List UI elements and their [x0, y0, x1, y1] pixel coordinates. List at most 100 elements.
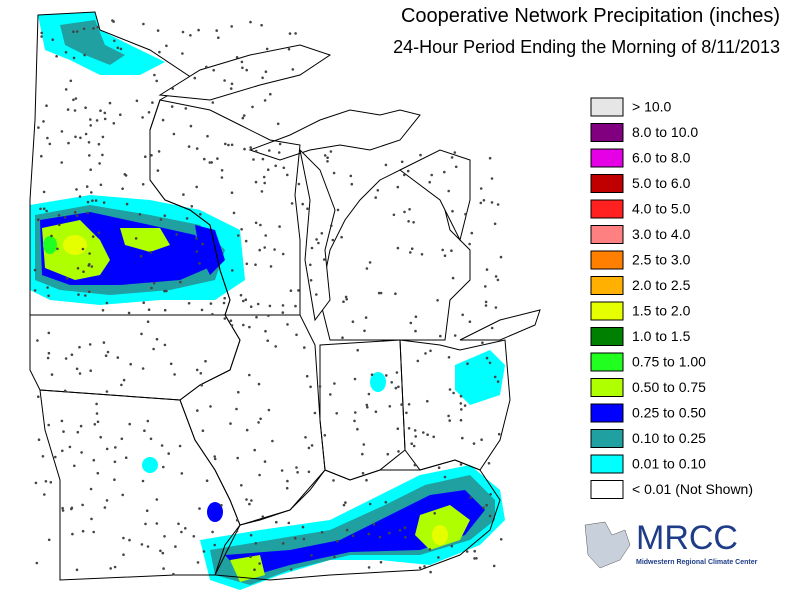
station — [80, 451, 83, 454]
station — [454, 165, 458, 169]
station — [99, 435, 102, 439]
station — [252, 158, 255, 161]
station — [208, 161, 212, 164]
station — [488, 514, 492, 518]
station — [159, 218, 163, 221]
station — [81, 503, 84, 507]
station — [230, 324, 234, 327]
station — [201, 429, 205, 433]
station — [200, 384, 203, 387]
station — [443, 475, 447, 479]
station — [407, 427, 411, 430]
station — [264, 70, 268, 73]
station — [261, 76, 264, 80]
legend: > 10.0 8.0 to 10.0 6.0 to 8.0 5.0 to 6.0 4.0… — [590, 97, 753, 499]
station — [267, 408, 271, 412]
station — [409, 321, 413, 325]
station — [33, 289, 37, 292]
station — [41, 455, 45, 458]
station — [165, 289, 168, 293]
logo-title: MRCC — [636, 519, 738, 557]
station — [286, 323, 289, 326]
station — [254, 149, 258, 153]
station — [482, 506, 485, 510]
station — [475, 557, 478, 560]
station — [220, 176, 224, 179]
station — [394, 292, 397, 296]
station — [96, 420, 100, 424]
station — [414, 435, 418, 438]
station — [155, 498, 159, 501]
station — [482, 199, 486, 202]
station — [450, 249, 453, 252]
station — [268, 149, 271, 152]
station — [163, 343, 167, 347]
station — [87, 141, 91, 144]
station — [269, 265, 273, 268]
station — [320, 531, 324, 534]
station — [145, 509, 149, 512]
station — [297, 289, 300, 292]
station — [264, 234, 268, 237]
station — [481, 341, 484, 345]
legend-label: 0.75 to 1.00 — [632, 354, 706, 370]
station — [203, 157, 206, 161]
station — [55, 55, 58, 58]
station — [370, 373, 374, 377]
station — [367, 532, 371, 536]
station — [396, 185, 400, 189]
station — [230, 143, 234, 147]
station — [266, 168, 270, 171]
station — [209, 302, 213, 305]
station — [261, 157, 265, 161]
station — [72, 30, 75, 33]
station — [216, 157, 219, 160]
station — [206, 134, 209, 138]
station — [172, 132, 176, 136]
station — [484, 304, 488, 307]
station — [286, 173, 289, 177]
station — [307, 470, 311, 474]
station — [253, 448, 256, 452]
station — [178, 444, 182, 448]
legend-swatch — [590, 403, 624, 423]
station — [490, 201, 494, 204]
station — [61, 506, 64, 510]
station — [332, 171, 336, 175]
station — [356, 427, 359, 431]
station — [51, 38, 54, 41]
station — [217, 36, 220, 39]
station — [205, 479, 209, 483]
station — [162, 567, 165, 570]
station — [141, 367, 145, 370]
station — [152, 281, 156, 285]
station — [98, 162, 101, 165]
station — [263, 99, 267, 102]
station — [215, 29, 218, 32]
station — [224, 142, 227, 146]
station — [89, 487, 93, 491]
station — [74, 97, 78, 100]
precip-areas — [30, 12, 505, 590]
station — [103, 506, 107, 509]
station — [340, 235, 343, 239]
station — [465, 550, 469, 553]
state-borders — [29, 11, 541, 581]
station — [54, 455, 57, 459]
station — [322, 258, 326, 261]
station — [75, 214, 79, 217]
station — [116, 356, 120, 359]
station — [303, 346, 306, 349]
station — [372, 522, 376, 526]
station — [174, 545, 177, 548]
station — [379, 291, 383, 295]
station — [127, 311, 131, 315]
station — [103, 111, 107, 115]
station — [45, 104, 48, 107]
station — [489, 493, 492, 496]
station — [75, 188, 78, 191]
legend-label: 6.0 to 8.0 — [632, 150, 691, 166]
station — [170, 105, 174, 108]
station — [361, 452, 364, 456]
